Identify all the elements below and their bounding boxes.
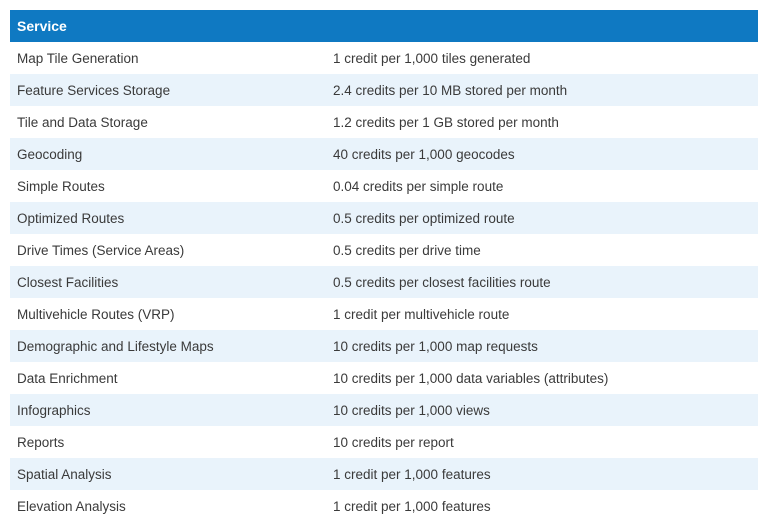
table-row: Closest Facilities 0.5 credits per closes… bbox=[10, 266, 758, 298]
credit-cost-cell: 1 credit per 1,000 features bbox=[333, 498, 491, 514]
service-name-cell: Feature Services Storage bbox=[17, 82, 171, 98]
service-name-cell: Multivehicle Routes (VRP) bbox=[17, 306, 175, 322]
table-row: Tile and Data Storage 1.2 credits per 1 G… bbox=[10, 106, 758, 138]
header-service-label: Service bbox=[17, 18, 67, 34]
service-credits-table: Service Map Tile Generation 1 credit per … bbox=[10, 10, 758, 522]
table-row: Reports 10 credits per report bbox=[10, 426, 758, 458]
table-row: Multivehicle Routes (VRP) 1 credit per mu… bbox=[10, 298, 758, 330]
table-body: Map Tile Generation 1 credit per 1,000 ti… bbox=[10, 42, 758, 522]
credit-cost-cell: 1 credit per multivehicle route bbox=[333, 306, 510, 322]
service-name-cell: Spatial Analysis bbox=[17, 466, 112, 482]
credit-cost-cell: 0.5 credits per optimized route bbox=[333, 210, 515, 226]
credit-cost-cell: 40 credits per 1,000 geocodes bbox=[333, 146, 515, 162]
service-name-cell: Demographic and Lifestyle Maps bbox=[17, 338, 214, 354]
table-row: Demographic and Lifestyle Maps 10 credits… bbox=[10, 330, 758, 362]
service-name-cell: Reports bbox=[17, 434, 65, 450]
service-name-cell: Optimized Routes bbox=[17, 210, 125, 226]
credit-cost-cell: 0.5 credits per closest facilities route bbox=[333, 274, 551, 290]
credit-cost-cell: 0.5 credits per drive time bbox=[333, 242, 481, 258]
credit-cost-cell: 10 credits per report bbox=[333, 434, 454, 450]
credit-cost-cell: 1.2 credits per 1 GB stored per month bbox=[333, 114, 559, 130]
table-row: Drive Times (Service Areas) 0.5 credits p… bbox=[10, 234, 758, 266]
service-name-cell: Map Tile Generation bbox=[17, 50, 139, 66]
table-row: Optimized Routes 0.5 credits per optimize… bbox=[10, 202, 758, 234]
service-name-cell: Closest Facilities bbox=[17, 274, 119, 290]
service-name-cell: Tile and Data Storage bbox=[17, 114, 148, 130]
table-row: Data Enrichment 10 credits per 1,000 data… bbox=[10, 362, 758, 394]
credit-cost-cell: 10 credits per 1,000 views bbox=[333, 402, 490, 418]
table-row: Elevation Analysis 1 credit per 1,000 fea… bbox=[10, 490, 758, 522]
credit-cost-cell: 2.4 credits per 10 MB stored per month bbox=[333, 82, 568, 98]
table-row: Geocoding 40 credits per 1,000 geocodes bbox=[10, 138, 758, 170]
table-row: Feature Services Storage 2.4 credits per … bbox=[10, 74, 758, 106]
table-header: Service bbox=[10, 10, 758, 42]
table-row: Spatial Analysis 1 credit per 1,000 featu… bbox=[10, 458, 758, 490]
credit-cost-cell: 1 credit per 1,000 tiles generated bbox=[333, 50, 531, 66]
credit-cost-cell: 10 credits per 1,000 map requests bbox=[333, 338, 538, 354]
service-name-cell: Geocoding bbox=[17, 146, 83, 162]
credit-cost-cell: 0.04 credits per simple route bbox=[333, 178, 504, 194]
service-name-cell: Simple Routes bbox=[17, 178, 105, 194]
credit-cost-cell: 10 credits per 1,000 data variables (att… bbox=[333, 370, 609, 386]
table-row: Infographics 10 credits per 1,000 views bbox=[10, 394, 758, 426]
service-name-cell: Drive Times (Service Areas) bbox=[17, 242, 185, 258]
table-row: Simple Routes 0.04 credits per simple rou… bbox=[10, 170, 758, 202]
service-name-cell: Elevation Analysis bbox=[17, 498, 126, 514]
table-row: Map Tile Generation 1 credit per 1,000 ti… bbox=[10, 42, 758, 74]
service-name-cell: Infographics bbox=[17, 402, 91, 418]
service-name-cell: Data Enrichment bbox=[17, 370, 118, 386]
credit-cost-cell: 1 credit per 1,000 features bbox=[333, 466, 491, 482]
